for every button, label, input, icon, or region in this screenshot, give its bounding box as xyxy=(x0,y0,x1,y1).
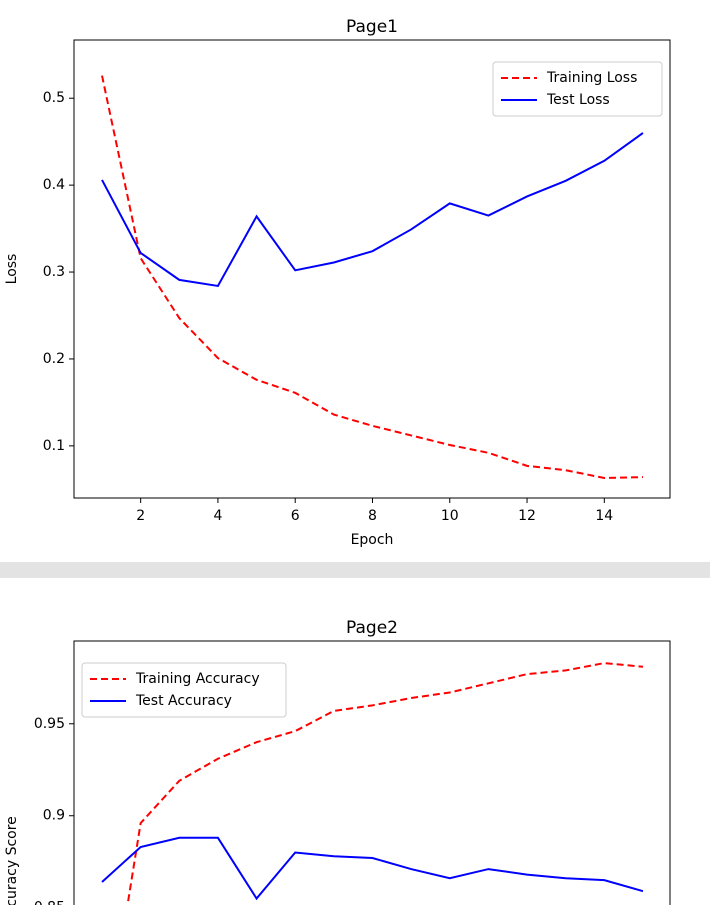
series-line xyxy=(101,75,643,480)
x-tick-label: 6 xyxy=(291,508,300,524)
page-separator xyxy=(0,562,710,578)
legend-label: Training Accuracy xyxy=(135,671,260,687)
y-tick-label: 0.2 xyxy=(43,351,65,367)
y-tick-label: 0.4 xyxy=(43,177,65,193)
legend-box xyxy=(81,662,287,718)
y-tick-label: 0.5 xyxy=(43,90,65,106)
x-tick-label: 14 xyxy=(595,508,613,524)
y-tick-label: 0.3 xyxy=(43,264,65,280)
chart-title: Page1 xyxy=(346,17,398,37)
series-line xyxy=(101,836,644,901)
series-line xyxy=(126,662,644,905)
x-axis-label: Epoch xyxy=(351,532,394,548)
y-axis-label: Loss xyxy=(4,254,20,285)
legend-box xyxy=(492,61,663,117)
x-tick-label: 10 xyxy=(441,508,459,524)
chart-title: Page2 xyxy=(346,618,398,638)
y-axis-label: Accuracy Score xyxy=(4,816,20,905)
y-tick-label: 0.95 xyxy=(34,716,65,732)
legend-label: Test Accuracy xyxy=(135,693,232,709)
x-tick-label: 4 xyxy=(213,508,222,524)
legend-label: Test Loss xyxy=(546,92,610,108)
y-tick-label: 0.1 xyxy=(43,438,65,454)
plot-frame xyxy=(73,39,671,499)
x-tick-label: 8 xyxy=(368,508,377,524)
y-tick-label: 0.9 xyxy=(43,808,65,824)
legend-label: Training Loss xyxy=(546,70,637,86)
x-tick-label: 12 xyxy=(518,508,536,524)
y-tick-label: 0.85 xyxy=(34,900,65,905)
plot-frame xyxy=(73,640,671,905)
series-line xyxy=(101,132,644,288)
x-tick-label: 2 xyxy=(136,508,145,524)
